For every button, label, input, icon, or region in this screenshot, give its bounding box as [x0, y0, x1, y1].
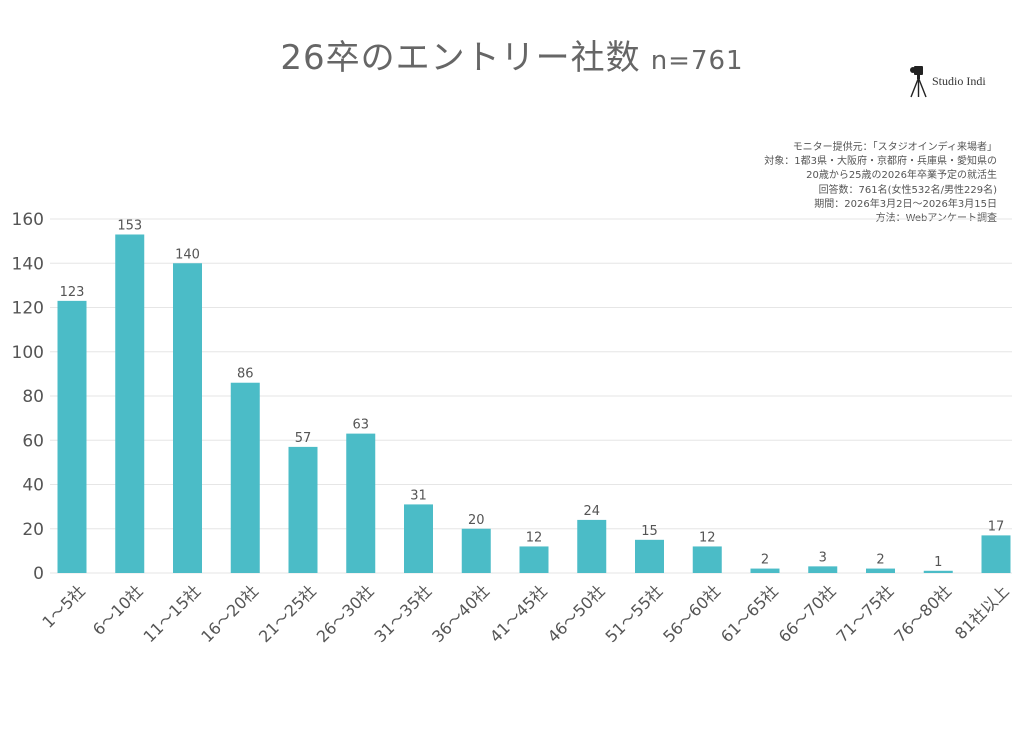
data-label: 86 [237, 367, 254, 382]
data-label: 17 [988, 519, 1005, 534]
bar [923, 570, 953, 573]
y-tick-label: 0 [33, 564, 44, 584]
x-tick-label: 71〜75社 [832, 581, 897, 646]
y-tick-label: 100 [12, 343, 44, 363]
bar [692, 546, 722, 573]
bar [808, 566, 838, 573]
x-tick-label: 31〜35社 [370, 581, 435, 646]
data-label: 2 [761, 553, 769, 568]
data-label: 24 [583, 504, 600, 519]
data-label: 15 [641, 524, 658, 539]
x-tick-label: 6〜10社 [89, 581, 147, 639]
bar [288, 446, 318, 573]
bar [750, 568, 780, 573]
x-tick-label: 46〜50社 [544, 581, 609, 646]
bar [981, 535, 1011, 573]
bar [635, 539, 664, 573]
y-tick-label: 80 [22, 387, 44, 407]
bar [173, 263, 202, 573]
bar [346, 433, 376, 573]
x-tick-label: 66〜70社 [775, 581, 840, 646]
x-tick-label: 26〜30社 [313, 581, 378, 646]
x-tick-label: 51〜55社 [601, 581, 666, 646]
note-line: 回答数：761名(女性532名/男性229名) [818, 184, 997, 196]
bar [404, 504, 433, 573]
data-label: 1 [934, 555, 942, 570]
bar [577, 519, 607, 573]
data-label: 20 [468, 513, 485, 528]
data-label: 140 [175, 247, 200, 262]
sample-size: n=761 [650, 46, 744, 76]
y-tick-label: 20 [22, 520, 44, 540]
x-tick-label: 41〜45社 [486, 581, 551, 646]
x-tick-label: 16〜20社 [197, 581, 262, 646]
note-line: モニター提供元：「スタジオインディ来場者」 [792, 142, 997, 153]
bar [519, 546, 549, 573]
bar [866, 568, 895, 573]
data-label: 63 [352, 418, 369, 433]
chart-title: 26卒のエントリー社数 n=761 [0, 30, 1024, 79]
x-tick-label: 1〜5社 [38, 581, 88, 631]
data-label: 123 [60, 285, 85, 300]
camera-tripod-icon [910, 66, 927, 98]
x-tick-label: 76〜80社 [890, 581, 955, 646]
brand-name: Studio Indi [932, 73, 986, 88]
bar [230, 382, 260, 573]
brand-logo: Studio Indi [908, 64, 986, 98]
y-tick-label: 120 [12, 299, 44, 319]
data-label: 57 [295, 431, 312, 446]
y-tick-label: 40 [22, 476, 44, 496]
note-line: 期間：2026年3月2日〜2026年3月15日 [814, 198, 997, 210]
x-tick-label: 61〜65社 [717, 581, 782, 646]
note-line: 対象：1都3県・大阪府・京都府・兵庫県・愛知県の [764, 156, 997, 168]
bar [461, 528, 491, 573]
data-label: 31 [410, 488, 427, 503]
chart-title-text: 26卒のエントリー社数 [280, 38, 641, 78]
x-tick-label: 81社以上 [951, 581, 1013, 643]
data-label: 153 [117, 218, 142, 233]
y-tick-label: 60 [22, 431, 44, 451]
x-tick-label: 56〜60社 [659, 581, 724, 646]
data-label: 12 [699, 530, 716, 545]
data-label: 3 [819, 550, 827, 565]
bar [115, 234, 145, 574]
data-label: 12 [526, 530, 543, 545]
note-line: 20歳から25歳の2026年卒業予定の就活生 [806, 170, 997, 182]
x-tick-label: 36〜40社 [428, 581, 493, 646]
x-tick-label: 11〜15社 [139, 581, 204, 646]
data-label: 2 [876, 553, 884, 568]
y-tick-label: 160 [12, 210, 44, 230]
bar [57, 300, 87, 573]
y-tick-label: 140 [12, 254, 44, 274]
x-tick-label: 21〜25社 [255, 581, 320, 646]
